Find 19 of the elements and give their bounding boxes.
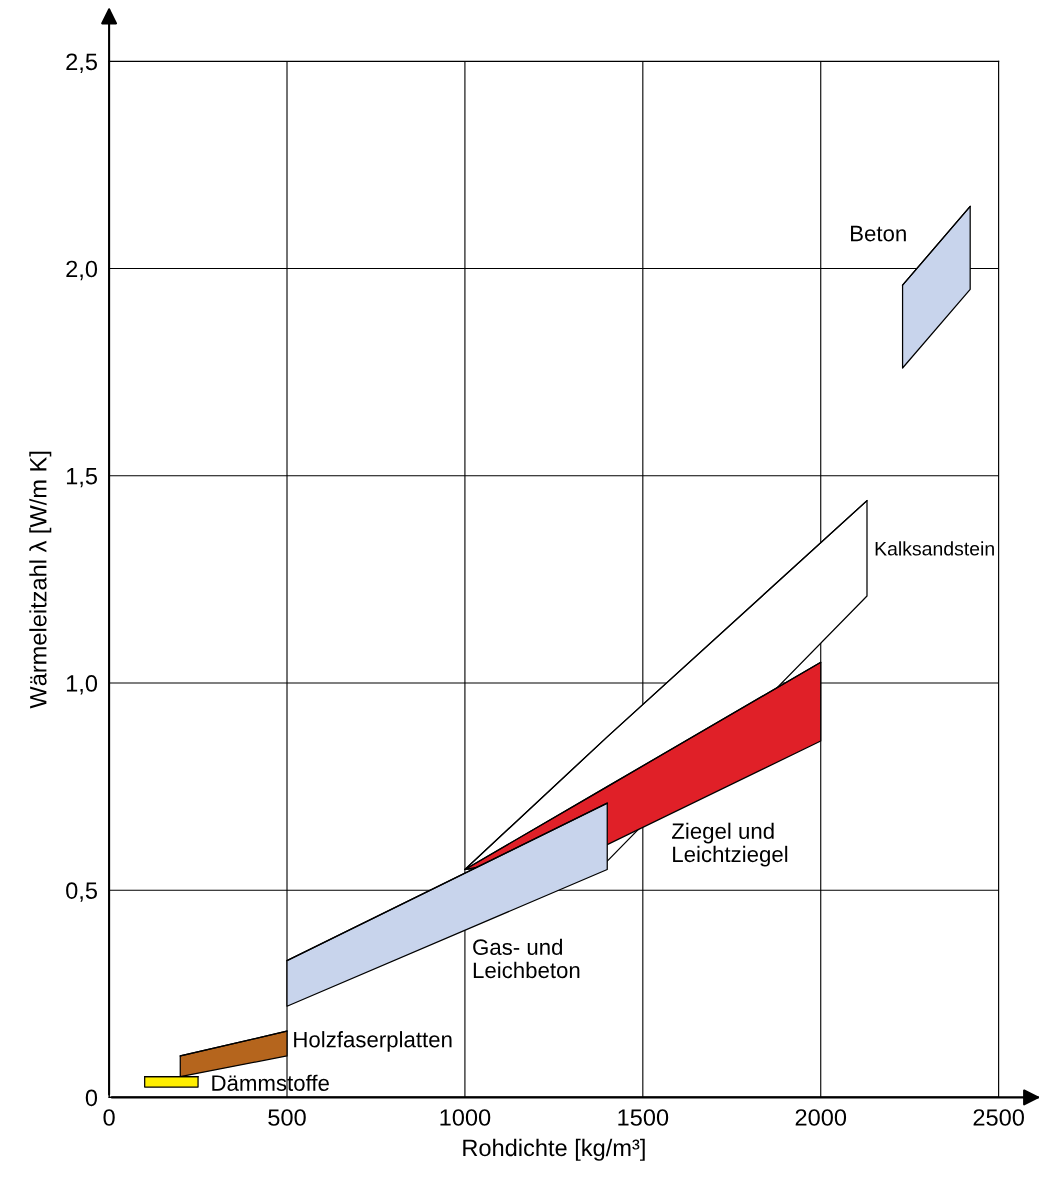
text: Gas- und Leichbeton — [473, 938, 580, 979]
x-tick-label: 2500 — [973, 1109, 1024, 1126]
y-tick-label: 1,5 — [66, 468, 97, 488]
y-tick-label: 2,5 — [66, 53, 97, 73]
series-label: Beton — [851, 225, 906, 242]
x-tick-label: 1000 — [440, 1109, 491, 1126]
x-tick-label: 2000 — [795, 1109, 847, 1126]
y-tick-label: 0 — [85, 1089, 98, 1107]
y-tick-label: 1,0 — [66, 675, 98, 695]
y-tick-label: 0,5 — [66, 882, 97, 902]
y-tick-label: 2,0 — [66, 260, 98, 281]
series-label: Holzfaserplatten — [294, 1031, 452, 1052]
x-tick-label: 0 — [103, 1109, 115, 1126]
x-tick-label: 1500 — [618, 1109, 669, 1126]
x-axis-title: Rohdichte [kg/m³] — [463, 1138, 645, 1161]
text: Ziegel und Leichtziegel — [672, 822, 788, 867]
x-tick-label: 500 — [268, 1109, 306, 1126]
series-label: Kalksandstein — [875, 541, 994, 556]
y-axis-title: Wärmeleitzahl λ [W/m K] — [29, 451, 52, 709]
